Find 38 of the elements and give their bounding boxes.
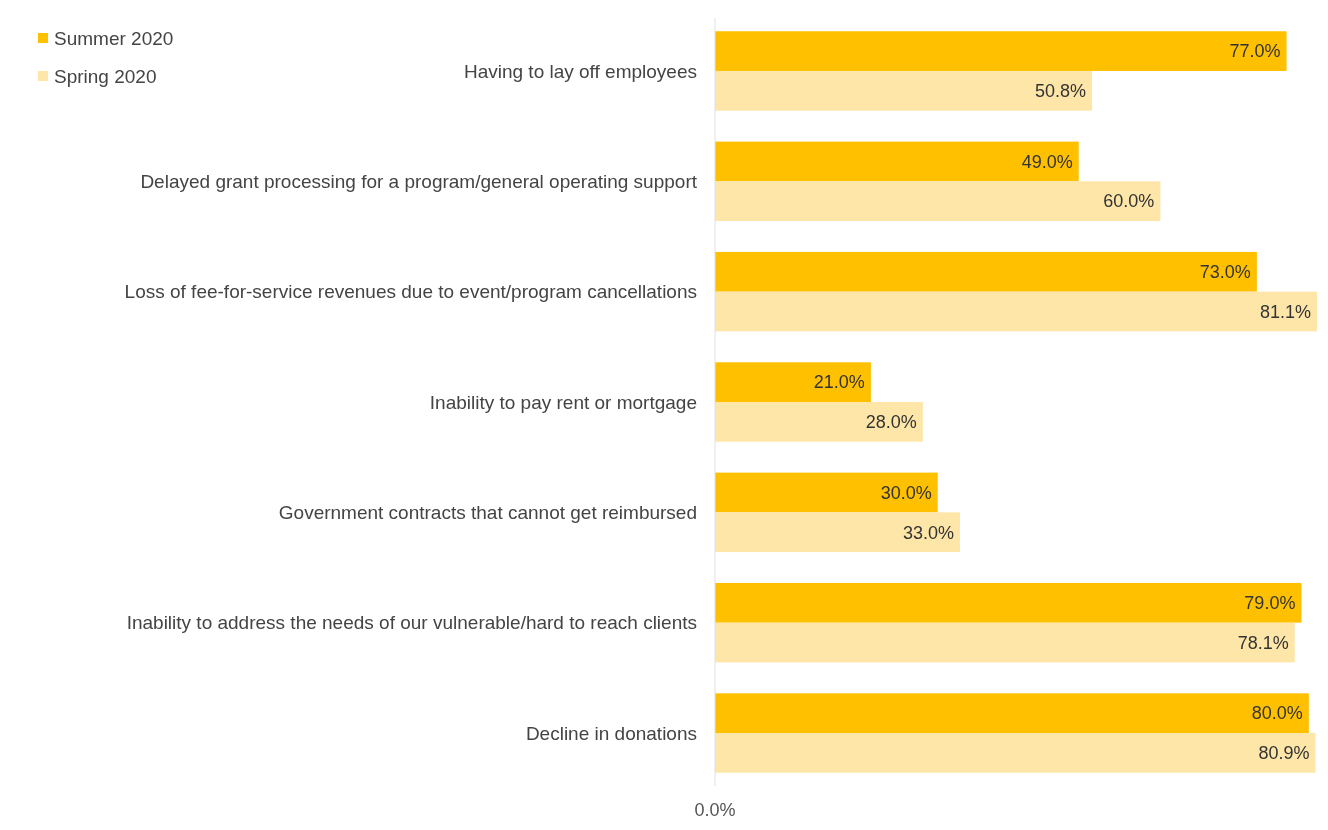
text: 0.0% [694,800,736,820]
data-label: 73.0% [1199,262,1251,283]
bar [715,70,1093,111]
data-label: 33.0% [902,522,954,543]
bar [715,141,1079,182]
data-label: 80.0% [1251,703,1303,724]
bar [715,181,1161,222]
data-label: 30.0% [880,482,932,503]
y-tick-label: Decline in donations [525,722,697,744]
data-label: 79.0% [1244,593,1296,614]
bar [715,693,1309,734]
data-label: 60.0% [1103,191,1155,212]
y-tick-label: Having to lay off employees [463,60,697,82]
data-label: 50.8% [1035,81,1087,102]
bar [715,472,938,513]
data-label: 80.9% [1258,743,1310,764]
y-tick-label: Loss of fee-for-service revenues due to event/program cancellations [124,281,697,303]
legend-label: Summer 2020 [54,27,174,49]
y-tick-label: Government contracts that cannot get reimbursed [278,501,697,523]
bar [715,622,1295,663]
bar [715,291,1317,332]
bar [715,251,1257,292]
data-label: 81.1% [1259,301,1311,322]
y-tick-label: Delayed grant processing for a program/general operating support [140,170,698,192]
legend-label: Spring 2020 [54,65,157,87]
bar [715,31,1287,71]
data-label: 49.0% [1021,151,1073,172]
data-label: 78.1% [1237,632,1289,653]
bar [715,582,1302,623]
y-tick-label: Inability to address the needs of our vulnerable/hard to reach clients [126,612,697,634]
data-label: 21.0% [813,372,865,393]
bar [715,362,871,402]
data-label: 28.0% [865,412,917,433]
y-tick-label: Inability to pay rent or mortgage [429,391,697,413]
bar [715,512,960,553]
data-label: 77.0% [1229,41,1281,62]
bar [715,402,923,442]
bar [715,733,1316,773]
